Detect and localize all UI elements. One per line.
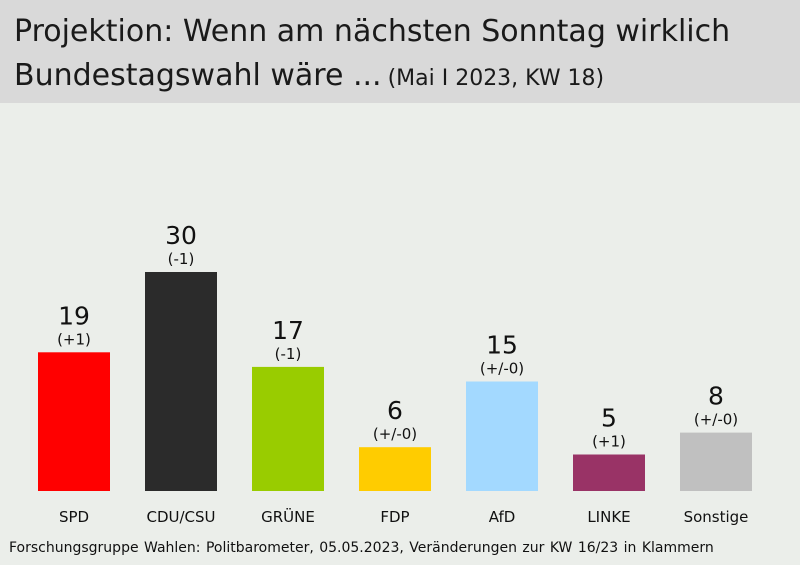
category-label-sonstige: Sonstige (684, 508, 749, 526)
bar-sonstige (680, 432, 752, 491)
value-label-linke: 5 (601, 404, 617, 433)
category-label-cdu-csu: CDU/CSU (146, 508, 215, 526)
value-label-spd: 19 (58, 301, 90, 330)
category-label-linke: LINKE (587, 508, 630, 526)
bar-linke (573, 454, 645, 491)
change-label-afd: (+/-0) (480, 360, 524, 378)
value-label-sonstige: 8 (708, 382, 724, 411)
chart-title-line-1: Projektion: Wenn am nächsten Sonntag wir… (14, 14, 731, 49)
value-label-fdp: 6 (387, 396, 403, 425)
change-label-fdp: (+/-0) (373, 425, 417, 443)
change-label-cdu-csu: (-1) (168, 250, 195, 268)
value-label-cdu-csu: 30 (165, 221, 197, 250)
chart-header: Projektion: Wenn am nächsten Sonntag wir… (0, 0, 800, 103)
change-label-gruene: (-1) (275, 345, 302, 363)
category-label-gruene: GRÜNE (261, 507, 315, 526)
change-label-sonstige: (+/-0) (694, 411, 738, 429)
bar-fdp (359, 447, 431, 491)
chart-subtitle: (Mai I 2023, KW 18) (387, 66, 605, 91)
bar-spd (38, 352, 110, 491)
category-label-fdp: FDP (380, 508, 409, 526)
value-label-gruene: 17 (272, 316, 304, 345)
chart-title-line-2: Bundestagswahl wäre ... (Mai I 2023, KW 1… (14, 58, 604, 93)
bar-gruene (252, 366, 324, 491)
bar-chart: (+1)19SPD(-1)30CDU/CSU(-1)17GRÜNE(+/-0)6… (38, 221, 752, 526)
change-label-spd: (+1) (57, 330, 91, 348)
source-note: Forschungsgruppe Wahlen: Politbarometer,… (9, 540, 714, 556)
change-label-linke: (+1) (592, 433, 626, 451)
chart-title-line-2-text: Bundestagswahl wäre ... (14, 58, 382, 93)
value-label-afd: 15 (486, 331, 518, 360)
bar-afd (466, 381, 538, 491)
category-label-spd: SPD (59, 508, 89, 526)
category-label-afd: AfD (489, 508, 516, 526)
bar-cdu-csu (145, 272, 217, 491)
